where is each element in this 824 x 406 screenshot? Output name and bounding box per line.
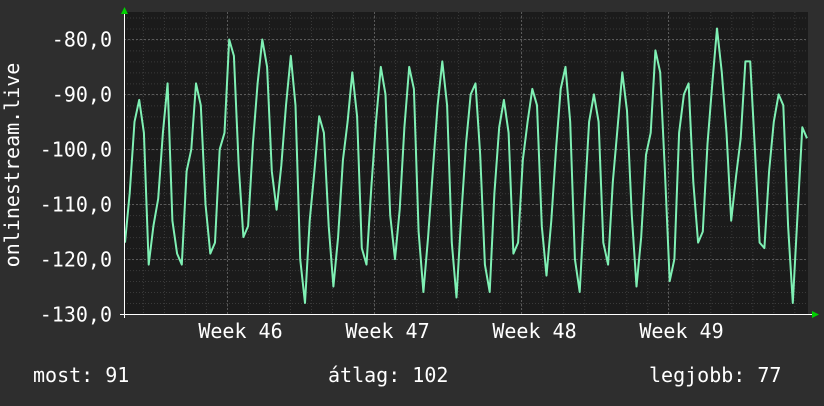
stat-best: legjobb: 77 xyxy=(649,363,782,387)
x-axis-arrow xyxy=(812,311,819,318)
y-tick-label: -130,0 xyxy=(40,303,112,327)
stat-current: most: 91 xyxy=(33,363,130,387)
y-tick-label: -90,0 xyxy=(52,83,112,107)
y-tick-label: -80,0 xyxy=(52,28,112,52)
x-tick-label: Week 48 xyxy=(492,319,576,343)
y-tick-label: -110,0 xyxy=(40,193,112,217)
y-tick-label: -120,0 xyxy=(40,248,112,272)
plot-area xyxy=(124,12,808,314)
y-tick-label: -100,0 xyxy=(40,138,112,162)
x-tick-label: Week 49 xyxy=(639,319,723,343)
stat-average: átlag: 102 xyxy=(328,363,449,387)
series-layer xyxy=(124,27,808,304)
y-axis-ticks: -80,0 -90,0 -100,0 -110,0 -120,0 -130,0 xyxy=(40,28,112,327)
x-axis-ticks: Week 46 Week 47 Week 48 Week 49 xyxy=(198,319,723,343)
y-axis-arrow xyxy=(121,7,128,14)
x-tick-label: Week 47 xyxy=(345,319,429,343)
series-line xyxy=(124,27,808,304)
x-tick-label: Week 46 xyxy=(198,319,282,343)
axes xyxy=(120,7,819,318)
y-axis-label: onlinestream.live xyxy=(0,63,24,268)
